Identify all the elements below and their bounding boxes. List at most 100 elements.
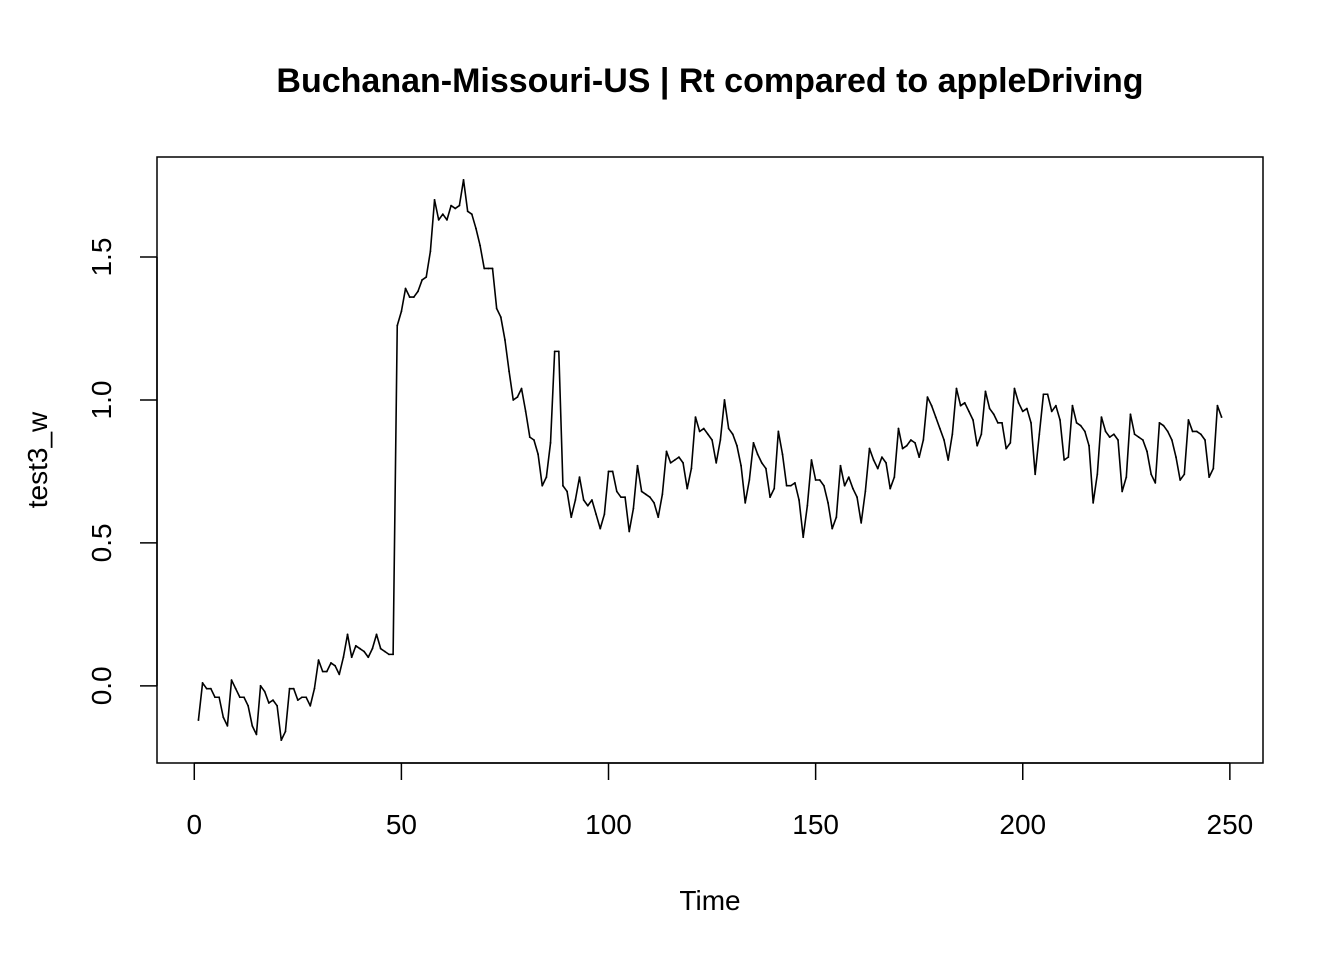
y-tick-label: 0.5 <box>86 523 117 562</box>
data-point <box>197 719 200 722</box>
data-point <box>582 499 585 501</box>
data-point <box>702 427 705 430</box>
data-point <box>272 699 274 702</box>
data-points <box>197 178 1223 742</box>
data-point <box>810 459 813 461</box>
data-point <box>330 662 332 664</box>
data-point <box>818 479 821 481</box>
data-point <box>744 501 747 504</box>
data-point <box>350 656 353 659</box>
data-point <box>1166 430 1169 433</box>
data-point <box>1108 436 1111 439</box>
data-point <box>1162 424 1165 427</box>
data-point <box>1001 421 1003 424</box>
data-point <box>1021 410 1024 413</box>
data-point <box>686 487 689 490</box>
data-point <box>479 244 482 247</box>
data-point <box>201 682 204 684</box>
data-point <box>864 490 867 493</box>
data-point <box>657 516 660 519</box>
data-point <box>446 218 448 221</box>
data-point <box>487 267 490 270</box>
data-point <box>1017 401 1020 404</box>
data-point <box>371 647 374 650</box>
data-point <box>566 490 568 493</box>
data-point <box>640 490 643 493</box>
data-point <box>868 447 871 450</box>
data-point <box>1121 490 1124 493</box>
data-point <box>1096 473 1099 476</box>
data-point <box>1059 419 1061 421</box>
data-point <box>441 213 444 216</box>
data-point <box>321 670 324 673</box>
data-point <box>922 439 925 441</box>
data-point <box>586 504 589 507</box>
data-point <box>1129 413 1132 416</box>
data-point <box>910 439 912 441</box>
data-point <box>313 687 316 690</box>
data-point <box>947 459 950 461</box>
data-point <box>839 464 842 467</box>
data-point <box>1183 473 1186 476</box>
data-point <box>574 499 577 501</box>
data-point <box>752 441 755 444</box>
data-point <box>831 527 834 530</box>
data-point <box>205 687 208 690</box>
y-tick-label: 0.0 <box>86 666 117 705</box>
data-point <box>682 461 684 464</box>
data-point <box>1079 424 1082 427</box>
data-point <box>1208 476 1211 479</box>
data-point <box>392 653 395 656</box>
data-point <box>707 433 709 436</box>
data-point <box>388 653 390 656</box>
data-point <box>458 204 461 207</box>
data-point <box>222 716 225 719</box>
data-point <box>209 687 212 690</box>
data-point <box>255 733 258 736</box>
data-point <box>943 439 945 441</box>
data-point <box>437 218 440 221</box>
data-point <box>872 459 875 461</box>
data-point <box>1088 444 1090 447</box>
data-point <box>545 476 548 479</box>
data-point <box>1071 404 1074 407</box>
data-point <box>856 496 858 499</box>
data-point <box>512 399 515 401</box>
data-point <box>243 696 245 699</box>
series-line-test3-w <box>197 179 1223 741</box>
data-point <box>972 419 974 421</box>
data-point <box>462 178 465 181</box>
y-tick-label: 1.5 <box>86 238 117 277</box>
data-point <box>1067 456 1070 459</box>
data-point <box>603 513 606 516</box>
data-point <box>860 521 863 524</box>
data-point <box>557 350 560 353</box>
data-point <box>251 724 254 727</box>
data-point <box>1046 393 1049 396</box>
data-point <box>615 490 618 493</box>
data-point <box>504 339 506 341</box>
data-point <box>466 210 469 213</box>
data-point <box>628 530 631 533</box>
data-point <box>665 450 668 453</box>
data-point <box>1141 439 1144 441</box>
data-point <box>259 684 262 687</box>
data-point <box>429 250 432 253</box>
data-point <box>769 496 771 499</box>
x-axis-label: Time <box>679 885 740 916</box>
data-point <box>914 441 916 444</box>
data-point <box>897 427 900 430</box>
data-point <box>383 650 386 653</box>
data-point <box>346 633 349 636</box>
data-point <box>524 410 527 413</box>
data-point <box>247 704 250 707</box>
data-point <box>218 696 221 699</box>
data-point <box>483 267 486 270</box>
y-axis: 0.0 0.5 1.0 1.5 <box>86 238 158 705</box>
data-point <box>367 656 370 659</box>
data-point <box>404 287 407 290</box>
data-point <box>1175 456 1177 459</box>
data-point <box>276 704 279 707</box>
data-point <box>715 461 718 464</box>
y-tick-label: 1.0 <box>86 381 117 420</box>
